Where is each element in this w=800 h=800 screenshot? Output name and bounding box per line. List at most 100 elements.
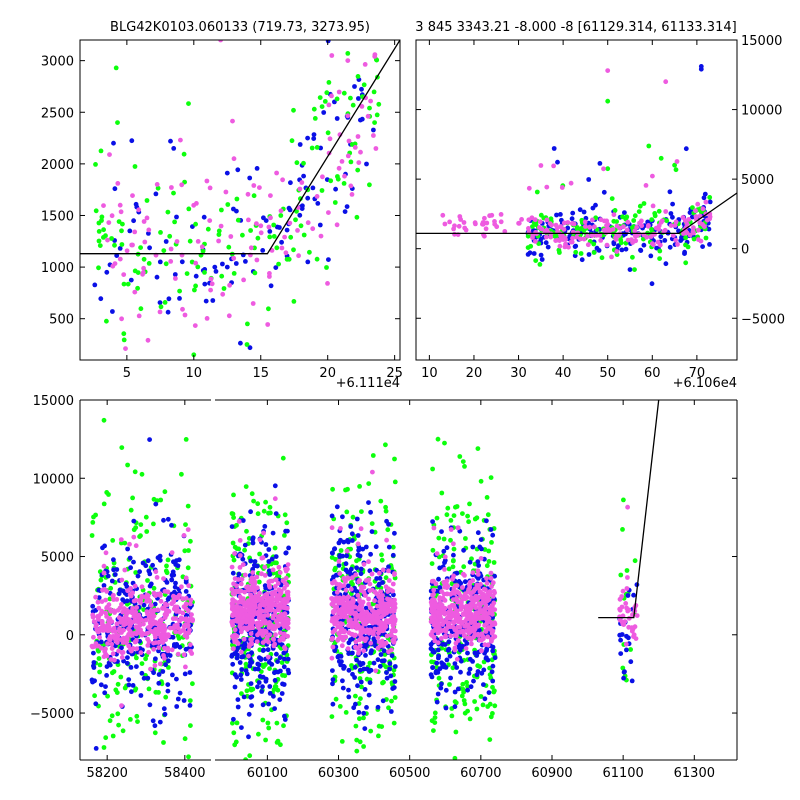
bottom-point-pink (265, 654, 271, 660)
top-left-point-green (251, 193, 257, 199)
top-left-point-pink (227, 282, 233, 288)
top-left-point-blue (224, 264, 230, 270)
bottom-point-pink (153, 569, 159, 575)
bottom-point-pink (367, 581, 373, 587)
bottom-point-pink (243, 625, 249, 631)
bottom-point-pink (625, 504, 630, 510)
bottom-point-pink (619, 594, 625, 599)
bottom-point-pink (239, 609, 245, 614)
bottom-point-pink (345, 575, 350, 581)
top-right-point-pink (582, 219, 588, 225)
bottom-point-pink (127, 592, 133, 597)
top-left-point-green (286, 256, 292, 262)
top-left-point-blue (174, 214, 179, 220)
bottom-point-blue (130, 683, 136, 688)
bottom-point-blue (384, 675, 390, 681)
bottom-point-green (361, 744, 366, 749)
top-right-point-green (649, 226, 654, 232)
bottom-point-blue (454, 665, 460, 670)
top-right-point-pink (492, 219, 497, 224)
top-left-point-green (96, 265, 101, 271)
top-right-point-pink (589, 233, 595, 239)
bottom-point-pink (237, 565, 243, 570)
top-right-point-blue (707, 242, 712, 247)
bottom-point-pink (171, 593, 176, 599)
top-left-point-blue (321, 110, 327, 115)
top-left-point-pink (251, 183, 257, 188)
top-right-point-pink (610, 227, 616, 232)
bottom-point-green (368, 728, 374, 734)
bottom-point-blue (437, 565, 443, 571)
bottom-point-blue (235, 704, 241, 710)
bottom-point-pink (234, 583, 239, 589)
top-right-point-blue (597, 161, 603, 166)
bottom-point-pink (273, 632, 278, 638)
top-left-point-green (200, 248, 206, 254)
bottom-point-pink (366, 596, 371, 602)
bottom-point-green (357, 484, 362, 489)
bottom-point-pink (439, 589, 444, 594)
top-right-point-green (620, 214, 625, 220)
top-left-point-green (328, 178, 334, 184)
bottom-point-blue (169, 522, 174, 528)
top-right-point-pink (483, 226, 489, 232)
bottom-point-green (127, 717, 133, 722)
bottom-point-green (465, 513, 470, 519)
bottom-point-pink (343, 587, 349, 593)
top-left-point-blue (247, 345, 253, 351)
bottom-point-green (247, 753, 253, 759)
top-left-point-pink (310, 226, 316, 232)
bottom-point-pink (433, 581, 439, 587)
bottom-point-blue (465, 687, 470, 693)
top-right-point-green (578, 251, 584, 256)
bottom-point-green (255, 511, 261, 517)
top-right-point-pink (637, 220, 642, 226)
top-right-point-blue (569, 216, 575, 222)
top-left-point-green (93, 208, 99, 214)
bottom-point-blue (343, 561, 349, 567)
bottom-point-blue (145, 558, 151, 564)
bottom-point-pink (139, 584, 145, 590)
bottom-point-pink (468, 626, 474, 632)
bottom-point-pink (254, 585, 260, 591)
top-right-point-pink (606, 228, 612, 234)
bottom-point-blue (125, 655, 130, 660)
bottom-point-pink (109, 641, 115, 647)
top-left-point-pink (336, 165, 342, 171)
bottom-point-pink (112, 657, 117, 663)
bottom-point-pink (463, 596, 468, 602)
bottom-point-blue (462, 579, 468, 585)
bottom-point-blue (267, 691, 273, 696)
bottom-xtick-label: 58400 (164, 766, 205, 781)
bottom-point-blue (244, 671, 250, 677)
top-left-point-green (349, 142, 355, 147)
bottom-point-pink (386, 568, 391, 574)
top-left-point-pink (121, 272, 127, 277)
top-left-point-blue (213, 269, 219, 274)
bottom-point-pink (345, 604, 351, 610)
bottom-point-pink (332, 627, 338, 633)
bottom-point-pink (119, 602, 124, 607)
bottom-point-pink (386, 578, 392, 583)
top-left-point-pink (132, 229, 138, 235)
bottom-point-pink (232, 551, 238, 556)
top-left-point-pink (223, 189, 229, 195)
top-left-point-pink (218, 223, 224, 229)
bottom-point-blue (102, 690, 108, 696)
bottom-point-blue (273, 511, 279, 516)
bottom-point-green (164, 563, 169, 569)
bottom-point-blue (183, 613, 189, 618)
bottom-point-blue (330, 668, 335, 673)
bottom-point-green (621, 497, 626, 503)
bottom-point-green (244, 688, 250, 694)
bottom-point-pink (121, 622, 127, 628)
bottom-point-blue (330, 677, 336, 682)
bottom-point-pink (370, 469, 375, 475)
bottom-point-green (261, 508, 267, 514)
bottom-point-pink (454, 597, 459, 603)
top-left-point-pink (168, 259, 174, 264)
bottom-point-blue (490, 678, 496, 684)
bottom-point-pink (156, 640, 161, 645)
bottom-point-green (339, 739, 345, 744)
top-left-point-green (248, 228, 254, 233)
